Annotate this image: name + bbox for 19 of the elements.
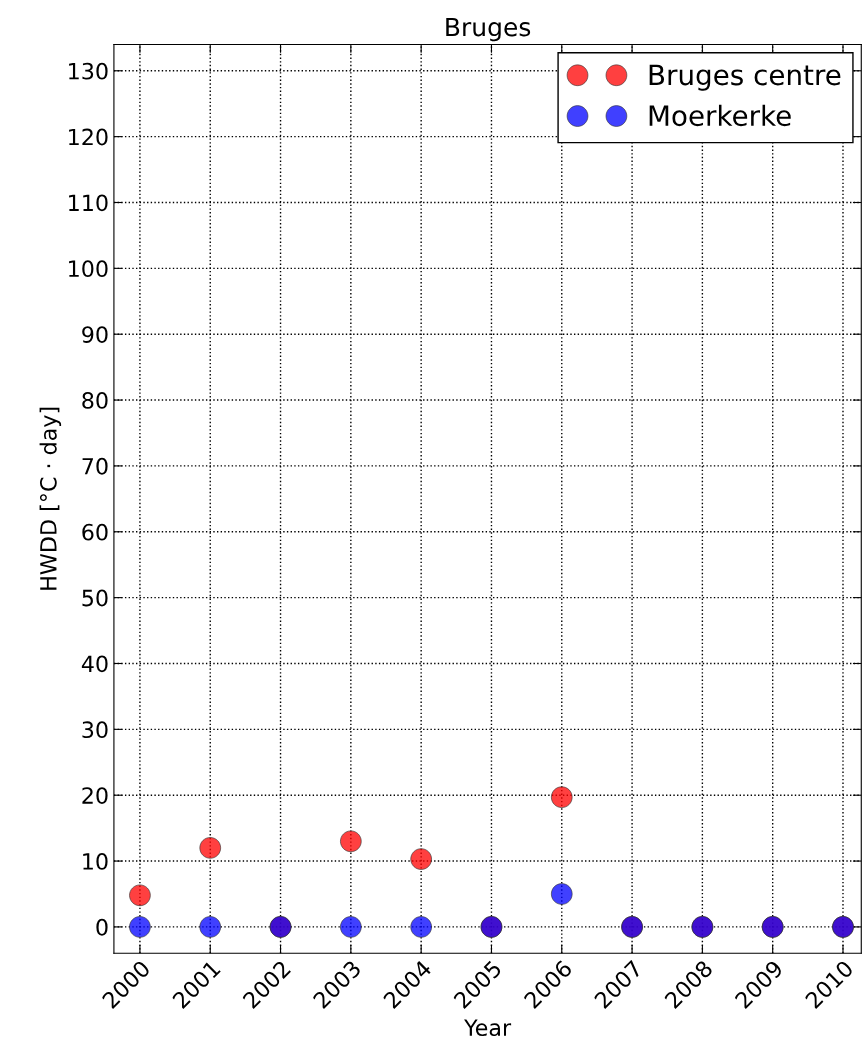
y-tick-label: 50 <box>82 589 108 607</box>
y-tick-label: 110 <box>69 194 108 212</box>
y-tick-label: 40 <box>81 655 108 673</box>
chart-title: Bruges <box>446 17 531 42</box>
x-axis-title: Year <box>464 1019 512 1037</box>
y-tick-label: 10 <box>83 853 108 870</box>
y-tick-label: 30 <box>82 721 108 739</box>
y-tick-label: 60 <box>82 523 108 541</box>
y-tick-label: 70 <box>82 457 108 475</box>
y-tick-label: 120 <box>69 128 108 146</box>
y-tick-label: 130 <box>69 62 108 80</box>
y-tick-label: 20 <box>82 787 108 804</box>
y-tick-label: 90 <box>82 326 108 343</box>
legend-label: Bruges centre <box>649 64 841 91</box>
y-axis-title: HWDD [°C · day] <box>39 407 62 590</box>
y-tick-label: 0 <box>96 918 108 936</box>
y-tick-label: 100 <box>69 260 108 278</box>
y-tick-label: 80 <box>82 392 108 409</box>
legend-label: Moerkerke <box>649 104 791 127</box>
